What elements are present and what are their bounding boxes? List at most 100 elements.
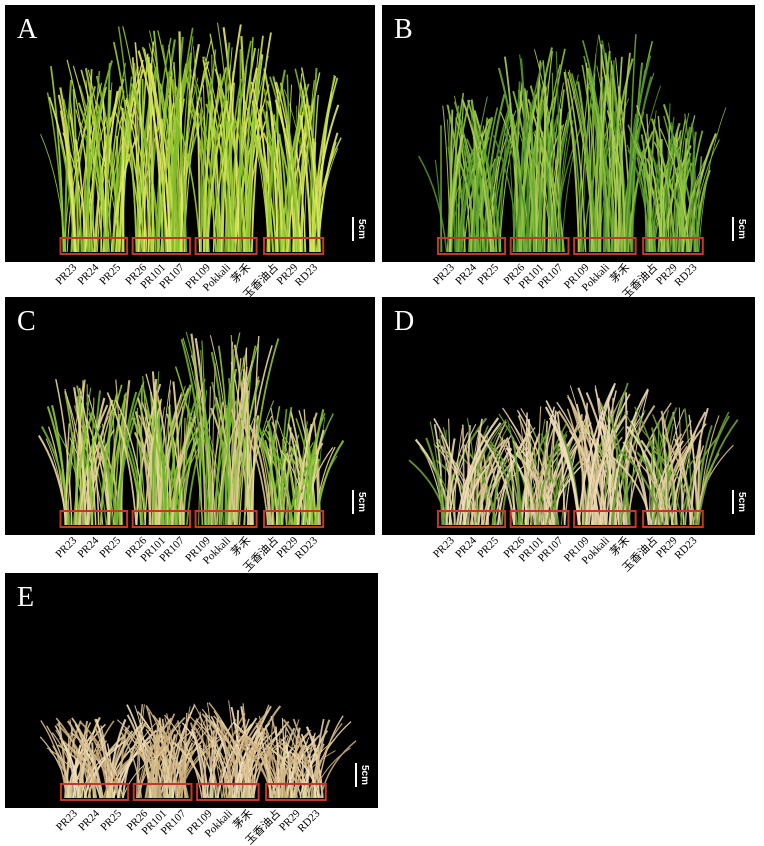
pot xyxy=(436,510,507,528)
plant-blade xyxy=(152,738,182,799)
plant-blade xyxy=(529,111,536,253)
plant-blade xyxy=(65,423,70,526)
plant-blade xyxy=(115,122,129,253)
plant-blade xyxy=(515,61,544,253)
plant-blade xyxy=(153,371,160,526)
plant-blade xyxy=(581,64,601,253)
variety-label: RD23 xyxy=(672,261,699,288)
plant-blade xyxy=(84,67,107,253)
plant-blade xyxy=(201,724,219,799)
variety-label: 茅禾 xyxy=(230,807,255,832)
plant-blade xyxy=(570,73,598,253)
scale-label: 5cm xyxy=(736,492,747,512)
plant-blade xyxy=(507,440,516,526)
plant-blade xyxy=(231,351,238,526)
panel-letter: E xyxy=(17,582,34,613)
variety-label: PR23 xyxy=(53,261,79,287)
plant-blade xyxy=(563,71,580,253)
plant-blade xyxy=(79,720,121,799)
variety-label: PR24 xyxy=(453,261,479,287)
plant-blade xyxy=(281,434,300,526)
plant-blade xyxy=(218,719,233,799)
plant-blade xyxy=(162,385,186,526)
plant-blade xyxy=(212,120,234,253)
plant-blade xyxy=(300,733,317,799)
plant-blade xyxy=(148,734,155,799)
plant-blade xyxy=(164,714,203,799)
plant-blade xyxy=(100,126,107,253)
plant-blade xyxy=(457,150,474,253)
plant-blade xyxy=(661,158,690,253)
plant-blade xyxy=(40,134,67,253)
variety-label: PR24 xyxy=(453,534,479,560)
plant-blade xyxy=(256,432,275,526)
plant-blade xyxy=(173,742,208,799)
plant-blade xyxy=(73,387,87,526)
plant-blade xyxy=(222,47,233,253)
plant-blade xyxy=(273,744,311,799)
plant-blade xyxy=(55,378,73,526)
plant-blade xyxy=(289,750,320,799)
plant-blade xyxy=(144,398,163,526)
plant-blade xyxy=(538,78,557,253)
plant-blade xyxy=(148,63,172,253)
plant-blade xyxy=(71,717,102,799)
plant-blade xyxy=(279,82,300,253)
plant-blade xyxy=(146,54,168,253)
plant-blade xyxy=(683,455,701,526)
plant-blade xyxy=(510,117,521,253)
plant-blade xyxy=(57,94,76,253)
plant-blade xyxy=(77,82,103,253)
variety-label: PR23 xyxy=(431,261,457,287)
plant-blade xyxy=(165,734,177,799)
plant-blade xyxy=(78,387,97,526)
plant-blade xyxy=(137,717,173,799)
plant-blade xyxy=(105,63,111,253)
plant-blade xyxy=(158,380,172,526)
plant-blade xyxy=(544,443,549,526)
plant-blade xyxy=(62,741,80,799)
plant-blade xyxy=(458,422,502,526)
plant-blade xyxy=(172,727,200,799)
variety-label: PR24 xyxy=(75,261,101,287)
plant-blade xyxy=(536,116,560,253)
plant-blade xyxy=(124,434,144,526)
panel: E 5cm xyxy=(5,573,378,808)
plant-blade xyxy=(243,345,273,526)
plant-blade xyxy=(518,94,538,253)
plant-blade xyxy=(63,98,83,253)
plant-blade xyxy=(447,105,460,253)
plant-blade xyxy=(96,101,121,253)
plant-blade xyxy=(674,162,693,253)
plant-blade xyxy=(555,51,561,253)
plant-blade xyxy=(514,443,537,526)
variety-label: PR23 xyxy=(431,534,457,560)
plant-blade xyxy=(612,456,653,526)
plant-blade xyxy=(202,100,214,253)
pot xyxy=(573,510,637,528)
plant-blade xyxy=(517,128,540,253)
plant-blade xyxy=(247,59,262,253)
plant-blade xyxy=(622,441,650,526)
plant-blade xyxy=(601,76,606,253)
variety-label: PR23 xyxy=(53,534,79,560)
plant-blade xyxy=(635,104,663,253)
plant-blade xyxy=(266,100,298,253)
plant-blade xyxy=(255,724,272,799)
plant-blade xyxy=(228,700,237,799)
panel: C 5cm xyxy=(5,297,375,535)
plant-blade xyxy=(201,340,208,526)
panel: B 5cm xyxy=(382,5,755,262)
variety-label: RD23 xyxy=(672,534,699,561)
plant-blade xyxy=(264,116,286,253)
plant-blade xyxy=(274,99,302,253)
scale-label: 5cm xyxy=(356,219,367,239)
plant-blade xyxy=(295,149,307,253)
panel: D 5cm xyxy=(382,297,755,535)
plant-blade xyxy=(230,362,252,526)
plant-blade xyxy=(446,104,466,253)
plant-blade xyxy=(66,733,70,799)
plant-blade xyxy=(429,421,443,526)
plant-blade xyxy=(657,122,681,253)
plant-blade xyxy=(182,337,213,526)
